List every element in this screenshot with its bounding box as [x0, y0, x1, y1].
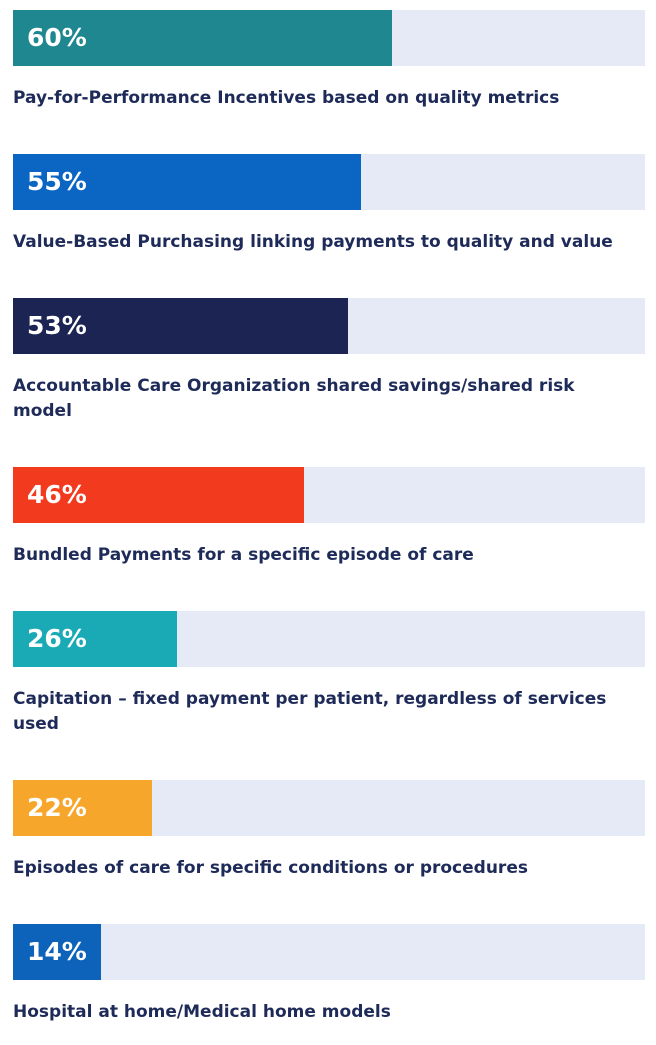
- value-label: 22%: [27, 793, 87, 822]
- bar-group: 60% Pay-for-Performance Incentives based …: [13, 10, 645, 111]
- bar-group: 22% Episodes of care for specific conditi…: [13, 780, 645, 881]
- bar: [13, 154, 361, 210]
- bar-group: 26% Capitation – fixed payment per patien…: [13, 611, 645, 737]
- bar-group: 14% Hospital at home/Medical home models: [13, 924, 645, 1025]
- value-label: 53%: [27, 311, 87, 340]
- bar-track: 14%: [13, 924, 645, 980]
- bar-track: 53%: [13, 298, 645, 354]
- bar: [13, 611, 178, 667]
- bar: [13, 298, 348, 354]
- bar: [13, 10, 393, 66]
- value-label: 14%: [27, 937, 87, 966]
- bar-track: 55%: [13, 154, 645, 210]
- value-label: 46%: [27, 480, 87, 509]
- value-label: 55%: [27, 167, 87, 196]
- category-label: Value-Based Purchasing linking payments …: [13, 232, 613, 252]
- category-label: Hospital at home/Medical home models: [13, 1002, 391, 1022]
- category-label: Capitation – fixed payment per patient, …: [13, 689, 607, 734]
- bar-track: 22%: [13, 780, 645, 836]
- bar-group: 53% Accountable Care Organization shared …: [13, 298, 645, 424]
- bar: [13, 924, 102, 980]
- bar-track: 60%: [13, 10, 645, 66]
- category-label: Episodes of care for specific conditions…: [13, 858, 528, 878]
- bar: [13, 467, 304, 523]
- bar-group: 46% Bundled Payments for a specific episo…: [13, 467, 645, 568]
- bar-track: 26%: [13, 611, 645, 667]
- category-label: Pay-for-Performance Incentives based on …: [13, 88, 560, 108]
- bar: [13, 780, 153, 836]
- category-label: Bundled Payments for a specific episode …: [13, 545, 474, 565]
- category-label: Accountable Care Organization shared sav…: [13, 376, 575, 421]
- bar-track: 46%: [13, 467, 645, 523]
- value-label: 60%: [27, 23, 87, 52]
- value-label: 26%: [27, 624, 87, 653]
- bar-group: 55% Value-Based Purchasing linking paymen…: [13, 154, 645, 255]
